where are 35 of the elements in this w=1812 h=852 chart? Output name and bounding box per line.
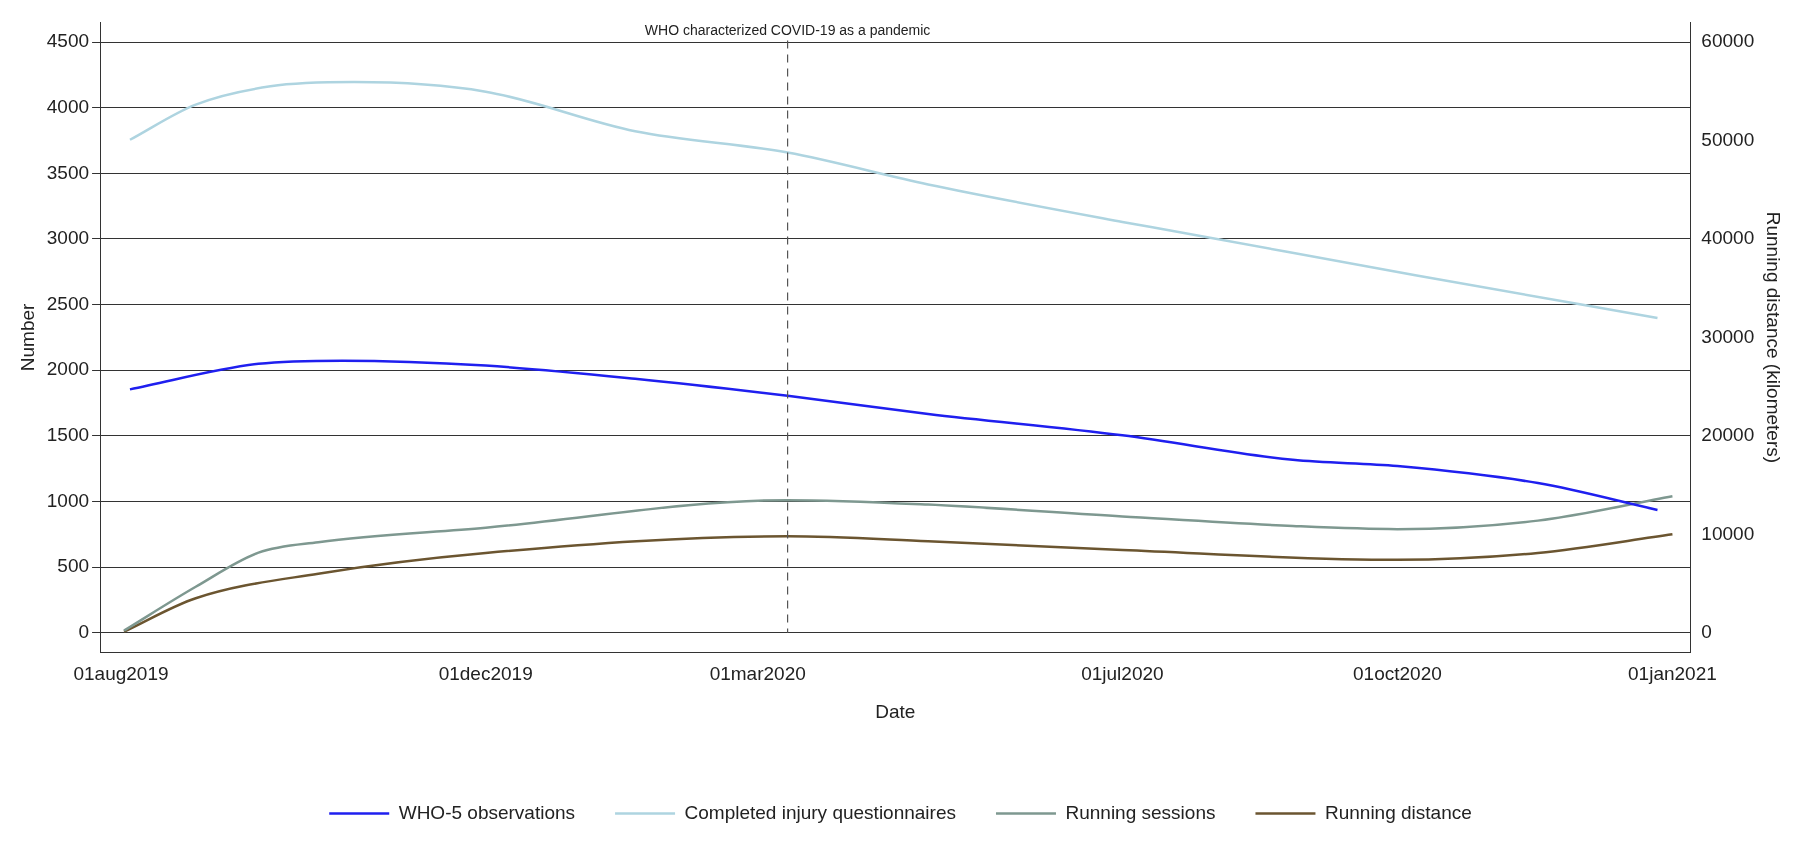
y2-tick-label: 60000 — [1701, 30, 1755, 52]
y-tick-label: 1500 — [46, 424, 90, 446]
legend-label: Running sessions — [1065, 801, 1216, 823]
x-tick-label: 01mar2020 — [709, 663, 806, 685]
y-tick-label: 0 — [78, 620, 90, 642]
x-tick-label: 01jul2020 — [1081, 663, 1164, 685]
x-tick-label: 01dec2019 — [438, 663, 533, 685]
y2-tick-label: 40000 — [1701, 227, 1755, 249]
y-tick-label: 4000 — [46, 95, 90, 117]
y2-tick-label: 50000 — [1701, 128, 1755, 150]
y-tick-label: 3500 — [46, 161, 90, 183]
line-series — [128, 80, 1659, 320]
y-tick-label: 1000 — [46, 489, 90, 511]
x-tick-label: 01aug2019 — [73, 663, 169, 685]
legend-label: Completed injury questionnaires — [684, 801, 956, 823]
y2-tick-label: 30000 — [1701, 325, 1755, 347]
line-series — [122, 494, 1674, 632]
y-tick-label: 3000 — [46, 227, 90, 249]
y-tick-label: 2500 — [46, 292, 90, 314]
x-tick-label: 01jan2021 — [1628, 663, 1717, 685]
y2-tick-label: 10000 — [1701, 522, 1755, 544]
y-tick-label: 500 — [57, 555, 90, 577]
line-series — [122, 533, 1674, 633]
ref-line-label: WHO characterized COVID-19 as a pandemic — [644, 22, 931, 39]
x-axis-title: Date — [875, 700, 916, 722]
x-tick-label: 01oct2020 — [1353, 663, 1442, 685]
legend-label: WHO-5 observations — [398, 801, 576, 823]
legend-label: Running distance — [1324, 801, 1472, 823]
y2-tick-label: 20000 — [1701, 424, 1755, 446]
line-series — [128, 359, 1659, 512]
y2-tick-label: 0 — [1701, 620, 1712, 642]
y-axis-title: Number — [16, 302, 38, 372]
y2-axis-title: Running distance (kilometers) — [1763, 211, 1785, 464]
y-tick-label: 2000 — [46, 358, 90, 380]
y-tick-label: 4500 — [46, 30, 90, 52]
